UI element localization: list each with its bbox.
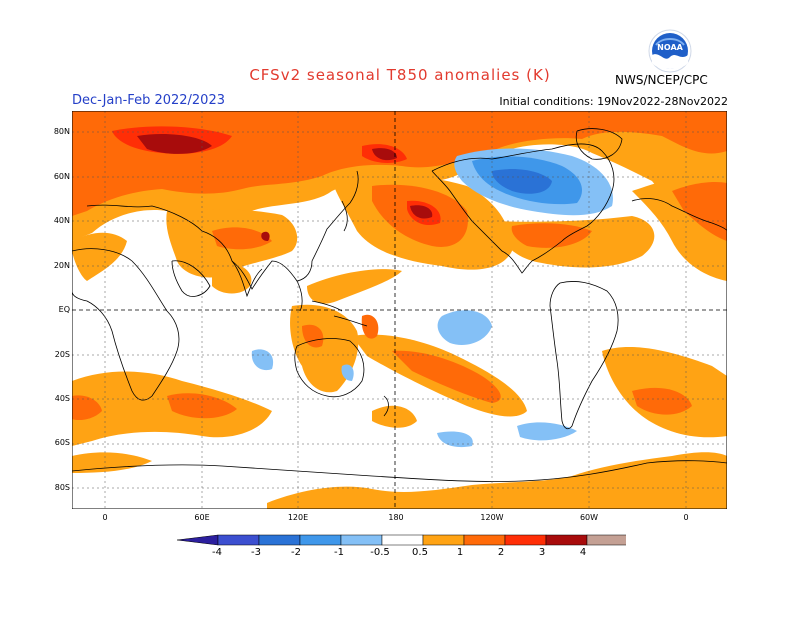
lon-label: 0 [683, 513, 689, 522]
colorbar [176, 534, 626, 546]
colorbar-segment [381, 534, 424, 546]
lat-label: 80S [54, 483, 70, 492]
colorbar-segment [586, 534, 626, 546]
colorbar-label: 3 [538, 547, 546, 558]
lat-label: EQ [58, 305, 70, 314]
lon-label: 120W [480, 513, 504, 522]
lat-label: 20S [54, 350, 70, 359]
lon-label: 180 [388, 513, 404, 522]
anomaly-fill-blue [492, 169, 552, 194]
colorbar-label: -0.5 [370, 547, 390, 558]
colorbar-segment [299, 534, 342, 546]
lon-label: 60W [579, 513, 599, 522]
colorbar-segment [340, 534, 383, 546]
lat-label: 60S [54, 438, 70, 447]
colorbar-segment [504, 534, 547, 546]
colorbar-label: 0.5 [412, 547, 428, 558]
colorbar-label: 4 [579, 547, 587, 558]
anomaly-map [72, 111, 727, 509]
colorbar-segment [217, 534, 260, 546]
colorbar-segment [545, 534, 588, 546]
colorbar-label: 2 [497, 547, 505, 558]
colorbar-segment [176, 534, 219, 546]
lat-label: 40S [54, 394, 70, 403]
noaa-logo-icon: NOAA [648, 29, 692, 73]
lon-label: 0 [102, 513, 108, 522]
lat-label: 20N [53, 261, 70, 270]
reference-lines [72, 111, 727, 509]
lat-label: 40N [53, 216, 70, 225]
anomaly-fill-orangered [72, 111, 727, 421]
colorbar-segment [422, 534, 465, 546]
colorbar-segment [258, 534, 301, 546]
map-title: CFSv2 seasonal T850 anomalies (K) [249, 66, 551, 84]
lat-label: 60N [53, 172, 70, 181]
graticule [72, 111, 727, 509]
season-label: Dec-Jan-Feb 2022/2023 [72, 93, 225, 108]
colorbar-label: -1 [334, 547, 344, 558]
logo-text: NOAA [657, 43, 683, 52]
lat-label: 80N [53, 127, 70, 136]
anomaly-fill-darkred [137, 134, 433, 241]
lon-label: 120E [287, 513, 309, 522]
colorbar-segment [463, 534, 506, 546]
colorbar-label: -3 [251, 547, 261, 558]
lon-label: 60E [194, 513, 210, 522]
colorbar-label: -2 [291, 547, 301, 558]
initial-conditions-label: Initial conditions: 19Nov2022-28Nov2022 [499, 95, 728, 108]
agency-label: NWS/NCEP/CPC [615, 73, 708, 87]
colorbar-label: -4 [212, 547, 222, 558]
colorbar-label: 1 [456, 547, 464, 558]
